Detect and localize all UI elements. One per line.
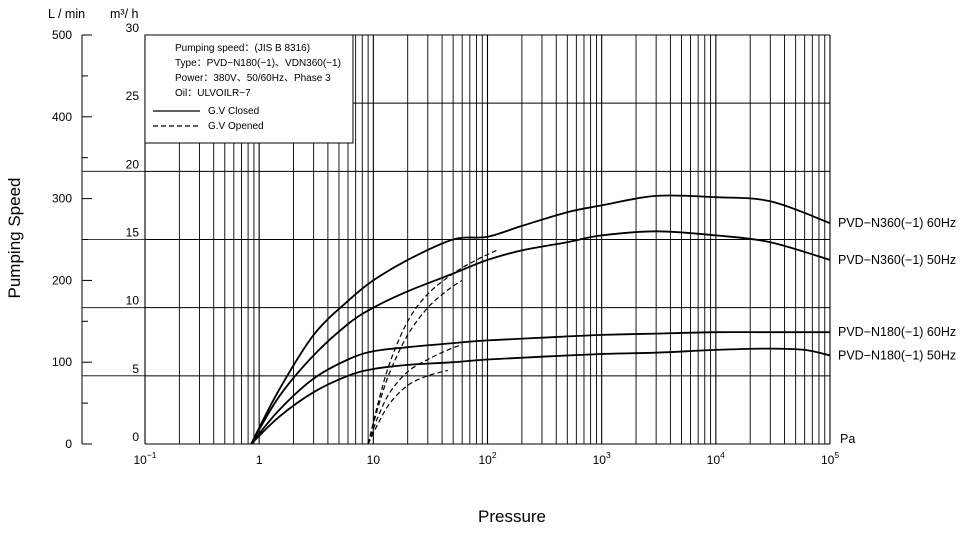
series-line-1: [250, 230, 831, 445]
series-label: PVD−N360(−1) 50Hz: [838, 253, 956, 267]
y-tick-label: 5: [132, 362, 139, 376]
x-tick-label: 104: [707, 450, 725, 467]
left-axis-tick-label: 200: [52, 273, 72, 287]
left-axis-tick-label: 100: [52, 355, 72, 369]
y-tick-label: 30: [126, 21, 140, 35]
series-label: PVD−N360(−1) 60Hz: [838, 216, 956, 230]
legend-entry-label: G.V Closed: [208, 106, 259, 117]
left-axis-tick-label: 300: [52, 192, 72, 206]
x-tick-label: 1: [256, 453, 263, 467]
right-unit-label: m³/ h: [110, 7, 139, 21]
y-tick-label: 10: [126, 294, 140, 308]
y-tick-label: 20: [126, 157, 140, 171]
series-label: PVD−N180(−1) 60Hz: [838, 325, 956, 339]
legend-info-line: Power：380V、50/60Hz、Phase 3: [175, 73, 331, 84]
left-unit-label: L / min: [48, 7, 85, 21]
series-line-gv-opened: [367, 343, 463, 445]
legend-info-line: Pumping speed：(JIS B 8316): [175, 43, 310, 54]
legend-entry-label: G.V Opened: [208, 121, 264, 132]
left-axis-tick-label: 0: [65, 437, 72, 451]
series-line-gv-opened: [367, 369, 449, 445]
x-unit-label: Pa: [840, 432, 855, 446]
labels: L / min m³/ h Pa Pressure Pumping Speed: [5, 7, 855, 526]
series-label: PVD−N180(−1) 50Hz: [838, 348, 956, 362]
x-tick-label: 10: [367, 453, 381, 467]
legend-box: [144, 34, 354, 144]
left-axis-tick-label: 400: [52, 110, 72, 124]
x-tick-label: 102: [478, 450, 496, 467]
left-axis-tick-label: 500: [52, 28, 72, 42]
x-tick-label: 10−1: [133, 450, 156, 467]
series-labels: PVD−N360(−1) 60Hz PVD−N360(−1) 50Hz PVD−N1…: [838, 216, 956, 362]
series-layer: [250, 194, 831, 445]
y-tick-label: 15: [126, 226, 140, 240]
legend-info-line: Oil：ULVOILR−7: [175, 88, 251, 99]
series-line-3: [250, 347, 831, 445]
legend-info-line: Type：PVD−N180(−1)、VDN360(−1): [175, 58, 341, 69]
x-axis-title: Pressure: [478, 507, 546, 526]
series-line-2: [250, 331, 830, 445]
x-tick-label: 105: [821, 450, 839, 467]
y-tick-label: 25: [126, 89, 140, 103]
series-line-gv-opened: [367, 249, 497, 445]
legend: Pumping speed：(JIS B 8316) Type：PVD−N180(…: [144, 34, 354, 144]
series-line-gv-opened: [367, 279, 463, 445]
series-line-0: [250, 194, 831, 445]
x-tick-label: 103: [593, 450, 611, 467]
y-tick-label: 0: [132, 430, 139, 444]
y-axis-title: Pumping Speed: [5, 178, 24, 299]
